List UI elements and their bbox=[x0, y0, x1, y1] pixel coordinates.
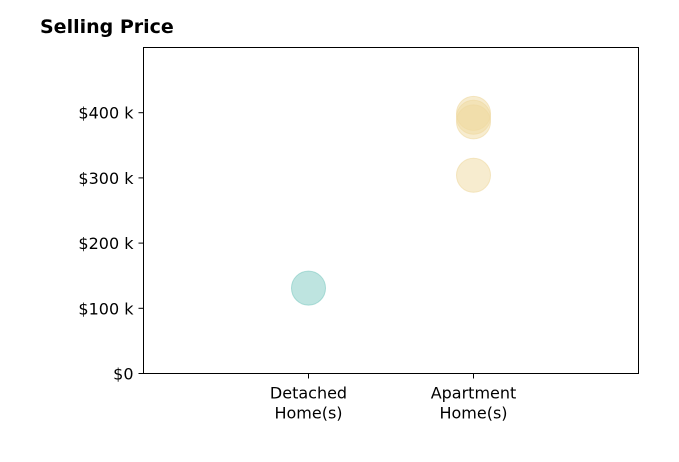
x-axis: Detached Home(s) Apartment Home(s) bbox=[270, 373, 517, 423]
data-point-0-0 bbox=[291, 270, 326, 306]
points-layer bbox=[291, 95, 491, 306]
y-tick-label-0: $0 bbox=[113, 365, 133, 384]
y-tick-label-1: $100 k bbox=[78, 299, 134, 318]
plot-frame bbox=[143, 47, 639, 374]
x-tick-label-0: Detached Home(s) bbox=[270, 384, 347, 423]
y-axis: $0 $100 k $200 k $300 k $400 k bbox=[78, 104, 144, 384]
y-tick-label-2: $200 k bbox=[78, 234, 134, 253]
data-point-1-2 bbox=[456, 104, 491, 140]
y-tick-label-4: $400 k bbox=[78, 104, 134, 123]
y-tick-label-3: $300 k bbox=[78, 169, 134, 188]
chart-title: Selling Price bbox=[40, 16, 174, 38]
data-point-1-3 bbox=[456, 157, 491, 193]
x-tick-label-1: Apartment Home(s) bbox=[431, 384, 517, 423]
